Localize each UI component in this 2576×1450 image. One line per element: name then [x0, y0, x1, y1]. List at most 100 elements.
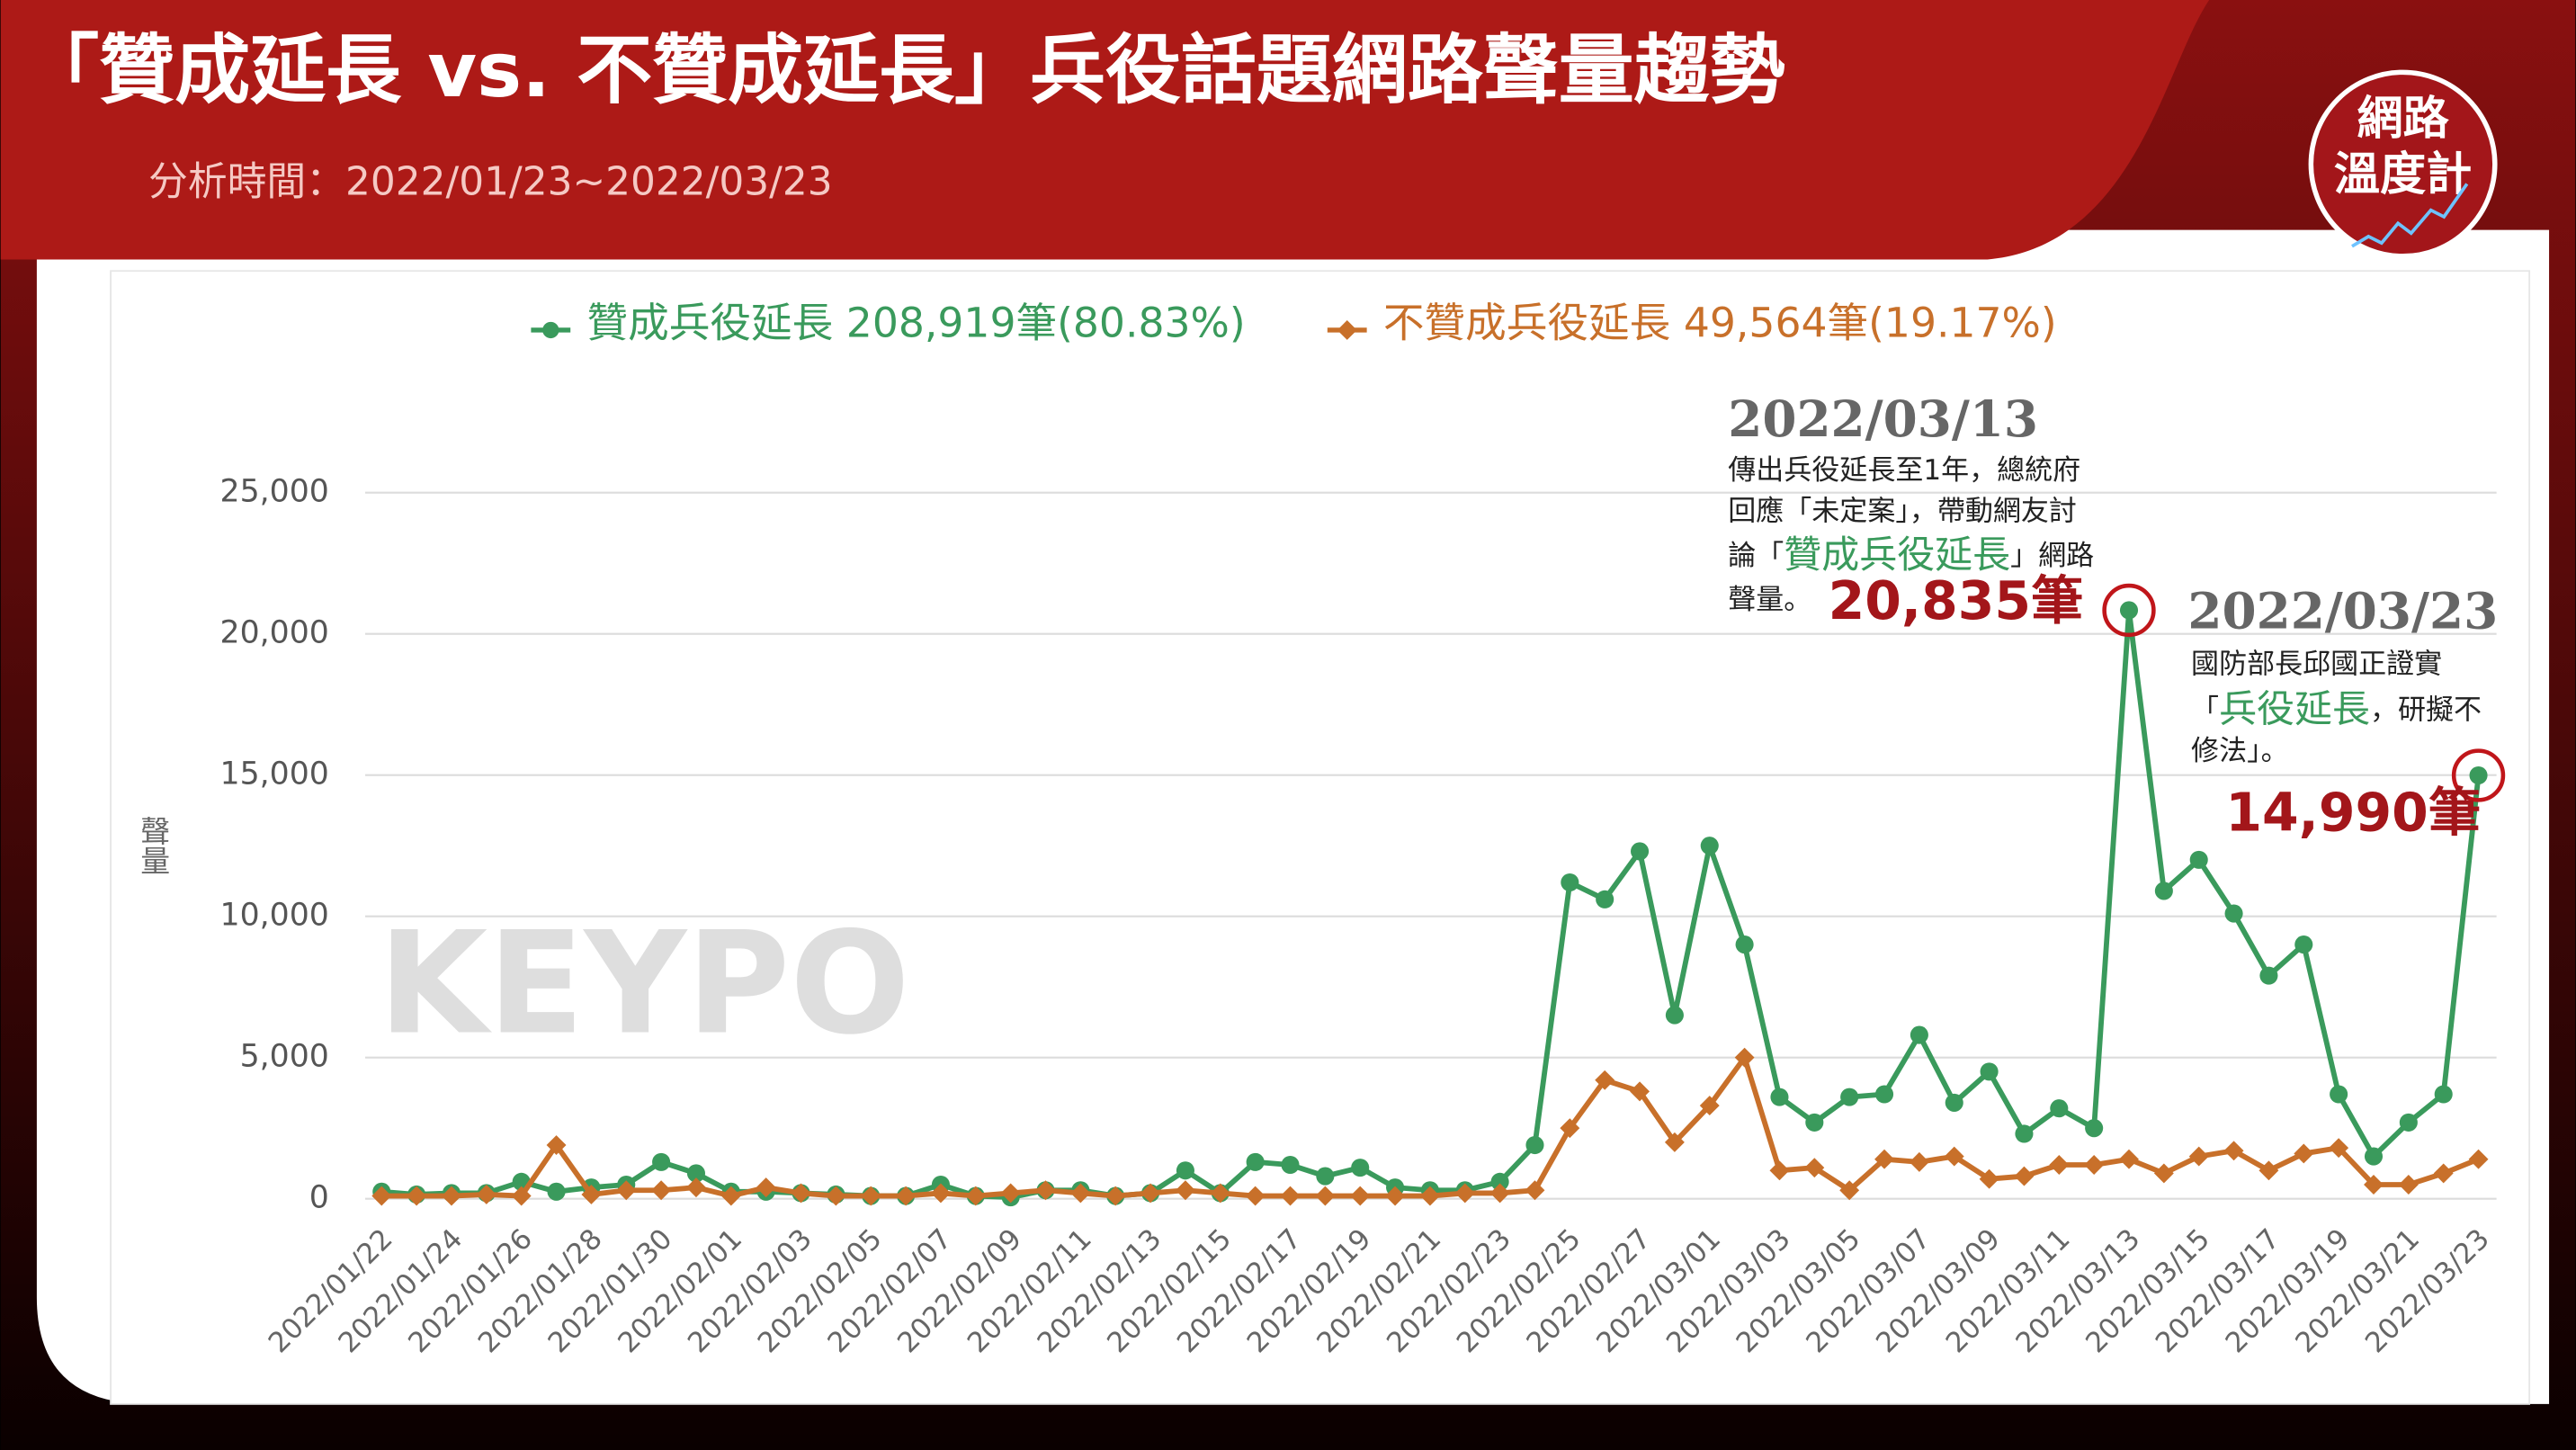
logo-wave: [2351, 183, 2469, 248]
data-point: [1734, 1047, 1755, 1068]
data-point: [371, 1186, 392, 1206]
annotation-segment: 國防部長邱國正證實: [2191, 648, 2442, 680]
legend-total: 208,919筆(80.83%): [846, 299, 1246, 346]
annotation-value: 20,835筆: [1829, 570, 2084, 631]
data-point: [1350, 1186, 1371, 1206]
data-point: [1280, 1186, 1301, 1206]
annotation-segment: 傳出兵役延長至1年，總統府: [1728, 454, 2080, 487]
data-point: [1805, 1113, 1824, 1132]
data-point: [1035, 1180, 1056, 1201]
legend-marker: [1337, 319, 1357, 340]
annotation-text: 國防部長邱國正證實: [2191, 648, 2442, 680]
data-point: [2084, 1155, 2105, 1175]
annotation-highlight: 兵役延長: [2219, 686, 2370, 730]
data-point: [1804, 1158, 1825, 1178]
data-point: [1281, 1155, 1300, 1175]
data-point: [2258, 1160, 2279, 1181]
data-point: [1176, 1161, 1194, 1180]
data-point: [1351, 1159, 1370, 1177]
data-point: [546, 1135, 567, 1155]
data-point: [2119, 601, 2139, 620]
data-point: [2224, 904, 2243, 923]
data-point: [2364, 1147, 2384, 1166]
data-point: [2329, 1138, 2349, 1159]
data-point: [2154, 882, 2173, 900]
annotation-date: 2022/03/13: [1728, 390, 2038, 448]
data-point: [2119, 1149, 2139, 1169]
data-point: [2014, 1166, 2035, 1186]
logo-text: 溫度計: [2334, 148, 2472, 201]
data-point: [1665, 1006, 1684, 1025]
data-point: [651, 1180, 672, 1201]
y-tick-label: 10,000: [220, 898, 329, 934]
highlight-ring: [2102, 583, 2156, 638]
data-point: [1770, 1088, 1789, 1106]
data-point: [1980, 1062, 1999, 1081]
legend-marker: [542, 321, 559, 339]
annotation-text: 修法」。: [2191, 735, 2289, 767]
y-axis-label: 聲量: [136, 816, 171, 875]
logo-text: 網路: [2357, 93, 2449, 146]
data-point: [1874, 1149, 1894, 1169]
legend-name: 贊成兵役延長: [586, 299, 833, 346]
data-point: [2259, 966, 2278, 985]
title: 「贊成延長 vs. 不贊成延長」兵役話題網路聲量趨勢: [23, 26, 1784, 114]
data-point: [1561, 873, 1579, 892]
data-point: [1105, 1186, 1126, 1206]
data-point: [2050, 1099, 2069, 1118]
annotation-segment: 「: [2191, 694, 2219, 726]
data-point: [2468, 1149, 2489, 1169]
data-point: [1910, 1025, 1928, 1044]
legend-label: 贊成兵役延長 208,919筆(80.83%): [586, 299, 1245, 346]
data-point: [442, 1186, 461, 1206]
data-point: [826, 1186, 846, 1206]
data-point: [1210, 1183, 1230, 1204]
data-point: [1944, 1146, 1964, 1167]
data-point: [1769, 1160, 1790, 1181]
data-point: [2399, 1113, 2418, 1132]
legend-label: 不贊成兵役延長 49,564筆(19.17%): [1383, 299, 2057, 346]
data-point: [756, 1177, 776, 1198]
data-point: [1560, 1118, 1580, 1139]
data-point: [652, 1152, 671, 1171]
highlight-ring: [2451, 748, 2506, 802]
data-point: [1839, 1180, 1860, 1201]
data-point: [1489, 1183, 1510, 1204]
y-tick-label: 5,000: [240, 1039, 329, 1075]
data-point: [1454, 1183, 1475, 1204]
data-point: [1316, 1167, 1335, 1186]
data-point: [1979, 1168, 1999, 1189]
data-point: [476, 1185, 496, 1204]
data-point: [2223, 1141, 2244, 1161]
legend-name: 不贊成兵役延長: [1383, 299, 1670, 346]
data-point: [1245, 1186, 1266, 1206]
y-tick-label: 0: [309, 1180, 329, 1216]
data-point: [2049, 1155, 2070, 1175]
annotation-value: 14,990筆: [2225, 782, 2481, 843]
data-point: [1140, 1183, 1161, 1204]
data-point: [930, 1183, 951, 1204]
data-point: [2398, 1175, 2419, 1195]
data-point: [861, 1186, 881, 1206]
banner: [0, 0, 2210, 260]
data-point: [2294, 1143, 2314, 1164]
annotation-segment: 修法」。: [2191, 735, 2289, 767]
data-point: [1664, 1132, 1685, 1152]
annotation-segment: 回應「未定案」，帶動網友討: [1728, 496, 2077, 528]
data-point: [581, 1185, 602, 1204]
annotation-text: 傳出兵役延長至1年，總統府: [1728, 454, 2080, 487]
data-point: [1419, 1186, 1440, 1206]
data-point: [2188, 1146, 2209, 1167]
data-point: [791, 1183, 811, 1204]
data-point: [1000, 1183, 1021, 1204]
data-point: [686, 1177, 706, 1198]
watermark: KEYPO: [379, 901, 910, 1066]
y-tick-label: 25,000: [220, 474, 329, 510]
annotation-text: 論「贊成兵役延長」網路: [1728, 532, 2094, 576]
annotation-segment: 」網路: [2010, 540, 2094, 572]
data-point: [1699, 1096, 1720, 1116]
annotation-text: 回應「未定案」，帶動網友討: [1728, 496, 2077, 528]
data-point: [2330, 1085, 2348, 1104]
data-point: [1631, 842, 1650, 861]
